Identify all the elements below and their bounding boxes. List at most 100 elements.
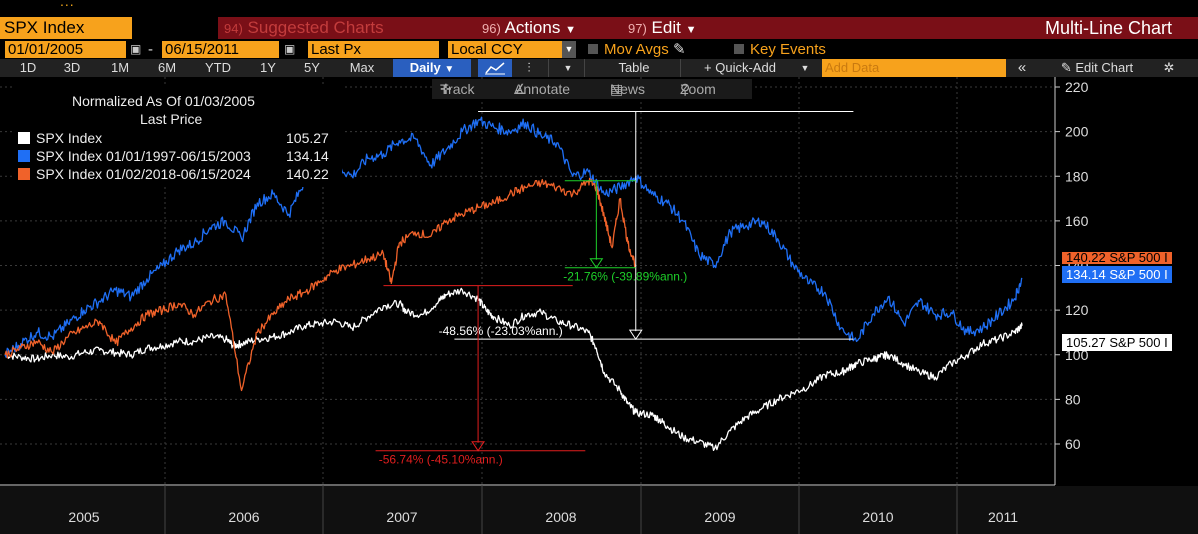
divider [584,59,585,77]
y-tick-label: 180 [1065,168,1089,184]
x-tick-label: 2007 [386,509,417,525]
legend-label: SPX Index [36,130,103,146]
y-tick-label: 160 [1065,213,1089,229]
price-field-select[interactable]: Last Px [308,41,439,58]
legend-swatch [18,150,30,162]
annotation-red: -56.74% (-45.10%ann.) [379,453,503,467]
mov-avgs-toggle[interactable]: Mov Avgs ✎ [588,41,686,58]
collapse-icon[interactable]: « [1017,59,1027,76]
chevron-down-icon: ▼ [444,64,455,75]
legend-value: 140.22 [286,166,329,182]
chevron-down-icon[interactable]: ▼ [800,63,810,73]
gear-icon[interactable]: ✲ [1163,60,1175,75]
suggested-label: Suggested Charts [247,18,384,37]
y-tick-label: 200 [1065,124,1089,140]
bar-chart-icon[interactable]: ⫶ [527,60,531,75]
annotation-green: -21.76% (-39.89%ann.) [563,270,687,284]
chart-legend: Normalized As Of 01/03/2005 Last Price S… [12,85,342,187]
table-button[interactable]: Table [618,60,650,75]
key-events-toggle[interactable]: Key Events [734,41,826,58]
y-tick-label: 80 [1065,391,1081,407]
track-label: Track [440,81,475,97]
news-label: News [610,81,646,97]
annotation-white: -48.56% (-23.03%ann.) [439,324,563,338]
edit-label: Edit [651,18,681,37]
period-1m[interactable]: 1M [110,60,130,75]
x-tick-label: 2010 [862,509,893,525]
x-tick-label: 2011 [988,509,1018,525]
calendar-icon[interactable]: ▣ [284,42,296,56]
last-value-label-white: 105.27 S&P 500 I [1062,334,1172,351]
frequency-select[interactable]: Daily ▼ [393,59,471,77]
pencil-icon[interactable]: ✎ [672,41,686,58]
legend-subtitle: Last Price [140,111,203,127]
currency-select[interactable]: Local CCY [448,41,563,58]
series-line [4,177,637,392]
x-tick-label: 2009 [704,509,735,525]
actions-button[interactable]: 96) Actions ▼ [476,17,624,39]
chart-area[interactable]: 6080100120140160180200220200520062007200… [0,77,1198,534]
legend-entry[interactable]: SPX Index 01/02/2018-06/15/2024 140.22 [18,166,338,182]
calendar-icon[interactable]: ▣ [130,42,142,56]
mov-avgs-label: Mov Avgs [604,41,669,58]
actions-num: 96) [482,21,501,36]
y-tick-label: 220 [1065,79,1089,95]
last-value-label-blue: 134.14 S&P 500 I [1062,266,1172,283]
chevron-down-icon[interactable]: ▼ [563,63,573,73]
edit-chart-button[interactable]: ✎ Edit Chart [1040,59,1154,77]
checkbox-icon [734,44,744,54]
measure-arrow-white [628,329,643,341]
news-icon: ▤ [610,81,624,97]
edit-chart-label: Edit Chart [1075,60,1134,75]
measure-arrow-green [589,258,604,269]
search-icon: ⚲ [680,81,691,97]
suggested-charts-button[interactable]: 94) Suggested Charts [218,17,478,39]
annotate-label: Annotate [514,81,571,97]
y-tick-label: 120 [1065,302,1089,318]
line-chart-icon[interactable] [478,59,512,77]
key-events-label: Key Events [750,41,826,58]
y-tick-label: 60 [1065,436,1081,452]
currency: Local CCY [451,41,523,58]
legend-swatch [18,132,30,144]
crosshair-icon: ✛ [440,81,452,97]
end-date-field[interactable]: 06/15/2011 [162,41,279,58]
header-bar: SPX Index 94) Suggested Charts 96) Actio… [0,17,1198,41]
edit-button[interactable]: 97) Edit ▼ [622,17,744,39]
period-6m[interactable]: 6M [157,60,177,75]
legend-swatch [18,168,30,180]
quick-add-button[interactable]: + Quick-Add [704,60,776,75]
legend-title: Normalized As Of 01/03/2005 [72,93,255,109]
chart-type-bar: Multi-Line Chart [742,17,1198,39]
security-field[interactable]: SPX Index [0,17,132,39]
end-date: 06/15/2011 [165,41,239,58]
period-5y[interactable]: 5Y [304,60,320,75]
divider [548,59,549,77]
ticker-strip: ... [0,0,1198,16]
add-data-placeholder: Add Data [825,60,880,75]
start-date-field[interactable]: 01/01/2005 [5,41,126,58]
start-date: 01/01/2005 [8,41,84,58]
chevron-down-icon[interactable]: ▼ [562,41,576,58]
period-3d[interactable]: 3D [63,60,81,75]
legend-entry[interactable]: SPX Index 105.27 [18,130,338,146]
divider [680,59,681,77]
legend-entry[interactable]: SPX Index 01/01/1997-06/15/2003 134.14 [18,148,338,164]
chart-tools-bar: ✛ Track ∠ Annotate ▤ News ⚲ Zoom [432,79,752,99]
period-max[interactable]: Max [349,60,375,75]
period-ytd[interactable]: YTD [205,60,231,75]
price-field: Last Px [311,41,362,58]
legend-label: SPX Index 01/01/1997-06/15/2003 [36,148,251,164]
x-tick-label: 2006 [228,509,259,525]
suggested-num: 94) [224,21,243,36]
measure-arrow-red [471,441,486,452]
chevron-down-icon: ▼ [685,24,697,36]
settings-bar: 01/01/2005 ▣ - 06/15/2011 ▣ Last Px Loca… [0,41,1198,59]
date-separator: - [148,41,153,58]
x-axis-band [0,486,1198,534]
series-line [4,116,1023,358]
period-toolbar: 1D 3D 1M 6M YTD 1Y 5Y Max Daily ▼ ⫶ ▼ Ta… [0,59,1198,77]
period-1d[interactable]: 1D [19,60,37,75]
period-1y[interactable]: 1Y [260,60,276,75]
add-data-input[interactable]: Add Data [822,59,1006,77]
